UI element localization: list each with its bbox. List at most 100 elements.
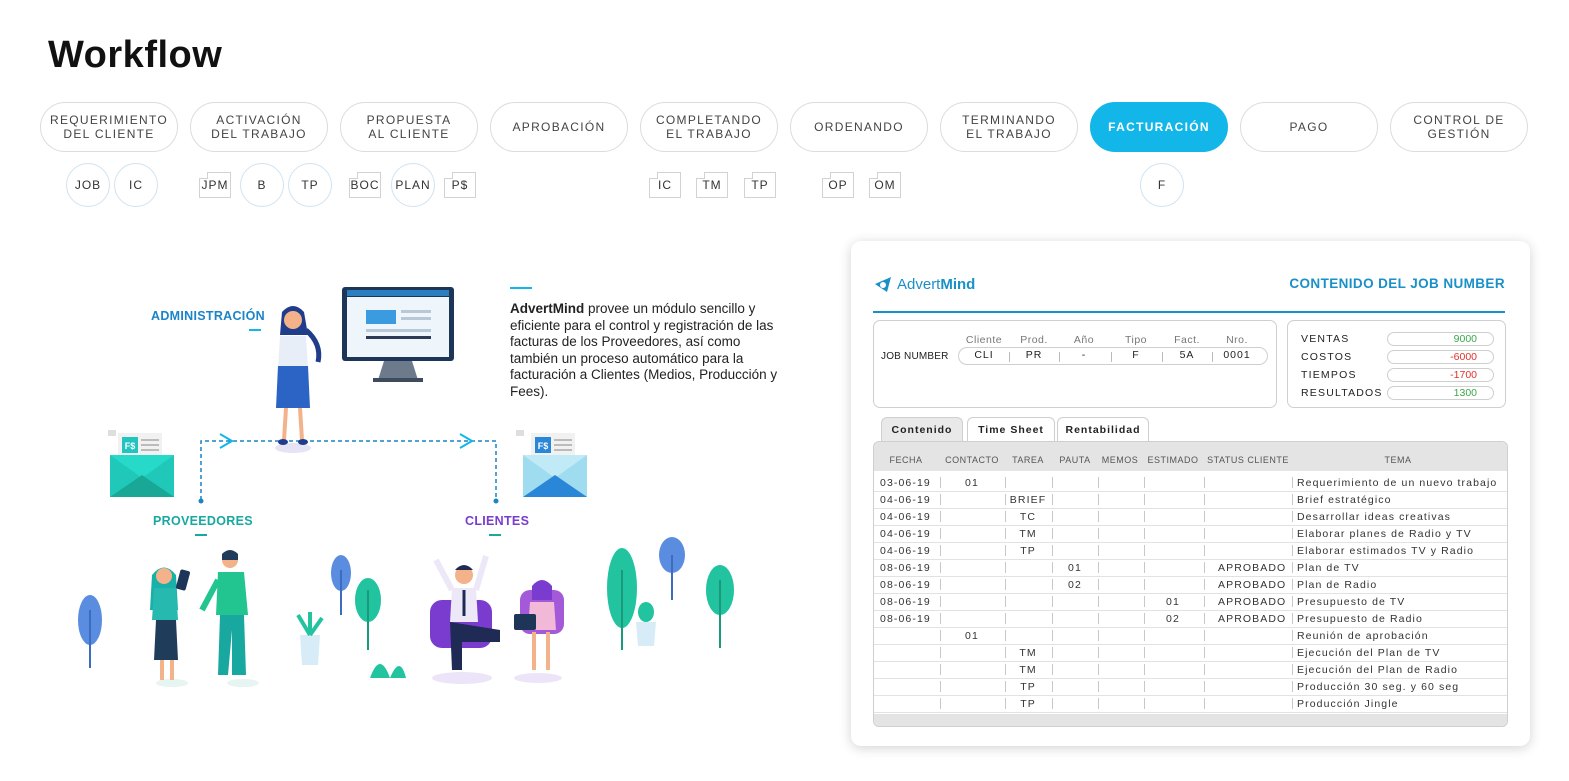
chip-ic-8[interactable]: IC bbox=[649, 172, 681, 198]
cell-separator bbox=[1292, 681, 1293, 692]
chip-tp-10[interactable]: TP bbox=[744, 172, 776, 198]
table-row[interactable]: 08-06-19 01 APROBADO Plan de TV bbox=[874, 559, 1507, 577]
table-row[interactable]: 04-06-19 TC Desarrollar ideas creativas bbox=[874, 508, 1507, 526]
tab-rentabilidad[interactable]: Rentabilidad bbox=[1057, 417, 1149, 442]
step-8[interactable]: FACTURACIÓN bbox=[1090, 102, 1228, 152]
cell-separator bbox=[940, 596, 941, 607]
cell-separator bbox=[940, 511, 941, 522]
step-10[interactable]: CONTROL DE GESTIÓN bbox=[1390, 102, 1528, 152]
cell-tema: Reunión de aprobación bbox=[1297, 630, 1429, 642]
table-row[interactable]: 01 Reunión de aprobación bbox=[874, 627, 1507, 645]
financial-value-tiempos[interactable]: -1700 bbox=[1387, 368, 1494, 382]
cell-separator bbox=[1292, 545, 1293, 556]
cell-separator bbox=[1292, 477, 1293, 488]
plants-decoration bbox=[78, 537, 734, 678]
table-row[interactable]: 08-06-19 01 APROBADO Presupuesto de TV bbox=[874, 593, 1507, 611]
cell-estimado: 02 bbox=[1166, 613, 1180, 625]
column-header-tema[interactable]: TEMA bbox=[1384, 455, 1412, 465]
cell-separator bbox=[940, 562, 941, 573]
table-row[interactable]: 03-06-19 01 Requerimiento de un nuevo trab… bbox=[874, 474, 1507, 492]
cell-fecha: 08-06-19 bbox=[880, 562, 931, 574]
cell-separator bbox=[1204, 630, 1205, 641]
cell-separator bbox=[940, 545, 941, 556]
table-row[interactable]: TM Ejecución del Plan de TV bbox=[874, 644, 1507, 662]
column-header-memos[interactable]: MEMOS bbox=[1101, 455, 1139, 465]
tab-contenido[interactable]: Contenido bbox=[881, 417, 963, 442]
table-row[interactable]: 04-06-19 TP Elaborar estimados TV y Radio bbox=[874, 542, 1507, 560]
column-header-status-cliente[interactable]: STATUS CLIENTE bbox=[1207, 455, 1289, 465]
step-2[interactable]: ACTIVACIÓN DEL TRABAJO bbox=[190, 102, 328, 152]
step-4[interactable]: APROBACIÓN bbox=[490, 102, 628, 152]
chip-om-12[interactable]: OM bbox=[869, 172, 901, 198]
tab-time-sheet[interactable]: Time Sheet bbox=[967, 417, 1055, 442]
chip-p-7[interactable]: P$ bbox=[444, 172, 476, 198]
table-row[interactable]: 08-06-19 02 APROBADO Plan de Radio bbox=[874, 576, 1507, 594]
card-header: CONTENIDO DEL JOB NUMBER bbox=[1289, 276, 1505, 291]
chip-plan-6[interactable]: PLAN bbox=[391, 163, 435, 207]
financial-value-resultados[interactable]: 1300 bbox=[1387, 386, 1494, 400]
chip-op-11[interactable]: OP bbox=[822, 172, 854, 198]
step-3[interactable]: PROPUESTA AL CLIENTE bbox=[340, 102, 478, 152]
cell-separator bbox=[1292, 579, 1293, 590]
cell-fecha: 08-06-19 bbox=[880, 613, 931, 625]
cell-separator bbox=[1052, 562, 1053, 573]
table-row[interactable]: 08-06-19 02 APROBADO Presupuesto de Radio bbox=[874, 610, 1507, 628]
chip-tm-9[interactable]: TM bbox=[696, 172, 728, 198]
cell-separator bbox=[940, 579, 941, 590]
financial-label-ventas: VENTAS bbox=[1301, 333, 1350, 345]
step-6[interactable]: ORDENANDO bbox=[790, 102, 928, 152]
table-row[interactable]: 04-06-19 BRIEF Brief estratégico bbox=[874, 491, 1507, 509]
cell-separator bbox=[1005, 664, 1006, 675]
cell-separator bbox=[1144, 528, 1145, 539]
table-row[interactable]: TP Producción Jingle bbox=[874, 695, 1507, 713]
cell-separator bbox=[1005, 596, 1006, 607]
cell-tema: Producción 30 seg. y 60 seg bbox=[1297, 681, 1460, 693]
table-row[interactable]: TM Ejecución del Plan de Radio bbox=[874, 661, 1507, 679]
cell-separator bbox=[1204, 613, 1205, 624]
column-header-estimado[interactable]: ESTIMADO bbox=[1147, 455, 1199, 465]
cell-tarea: TP bbox=[1020, 681, 1036, 693]
chip-f-13[interactable]: F bbox=[1140, 163, 1184, 207]
table-row[interactable]: 04-06-19 TM Elaborar planes de Radio y TV bbox=[874, 525, 1507, 543]
column-header-fecha[interactable]: FECHA bbox=[889, 455, 923, 465]
step-5[interactable]: COMPLETANDO EL TRABAJO bbox=[640, 102, 778, 152]
step-7[interactable]: TERMINANDO EL TRABAJO bbox=[940, 102, 1078, 152]
chip-job-0[interactable]: JOB bbox=[66, 163, 110, 207]
job-number-field-row[interactable] bbox=[958, 347, 1268, 365]
job-field-value-2[interactable]: - bbox=[1081, 349, 1087, 361]
column-header-pauta[interactable]: PAUTA bbox=[1059, 455, 1091, 465]
chip-tp-4[interactable]: TP bbox=[288, 163, 332, 207]
step-1[interactable]: REQUERIMIENTO DEL CLIENTE bbox=[40, 102, 178, 152]
cell-separator bbox=[1052, 681, 1053, 692]
cell-separator bbox=[1144, 579, 1145, 590]
cell-status: APROBADO bbox=[1218, 613, 1287, 625]
cell-separator bbox=[1204, 698, 1205, 709]
financial-value-costos[interactable]: -6000 bbox=[1387, 350, 1494, 364]
provider-invoice-envelope-icon: F$ bbox=[108, 430, 174, 497]
column-header-contacto[interactable]: CONTACTO bbox=[945, 455, 999, 465]
cell-separator bbox=[940, 647, 941, 658]
chip-ic-1[interactable]: IC bbox=[114, 163, 158, 207]
cell-separator bbox=[1005, 528, 1006, 539]
job-field-value-4[interactable]: 5A bbox=[1179, 349, 1195, 361]
job-field-value-3[interactable]: F bbox=[1132, 349, 1140, 361]
cell-separator bbox=[940, 698, 941, 709]
job-field-value-0[interactable]: CLI bbox=[974, 349, 994, 361]
cell-separator bbox=[1098, 562, 1099, 573]
financial-label-resultados: RESULTADOS bbox=[1301, 387, 1383, 399]
job-field-value-1[interactable]: PR bbox=[1025, 349, 1043, 361]
cell-separator bbox=[1098, 477, 1099, 488]
column-header-tarea[interactable]: TAREA bbox=[1012, 455, 1044, 465]
chip-boc-5[interactable]: BOC bbox=[349, 172, 381, 198]
chip-b-3[interactable]: B bbox=[240, 163, 284, 207]
brand-light: Advert bbox=[897, 275, 941, 293]
job-field-value-5[interactable]: 0001 bbox=[1223, 349, 1251, 361]
cell-separator bbox=[1204, 681, 1205, 692]
table-row[interactable]: TP Producción 30 seg. y 60 seg bbox=[874, 678, 1507, 696]
cell-tarea: TM bbox=[1019, 664, 1037, 676]
step-9[interactable]: PAGO bbox=[1240, 102, 1378, 152]
cell-tema: Elaborar estimados TV y Radio bbox=[1297, 545, 1475, 557]
chip-jpm-2[interactable]: JPM bbox=[199, 172, 231, 198]
financial-value-ventas[interactable]: 9000 bbox=[1387, 332, 1494, 346]
cell-contacto: 01 bbox=[965, 630, 979, 642]
